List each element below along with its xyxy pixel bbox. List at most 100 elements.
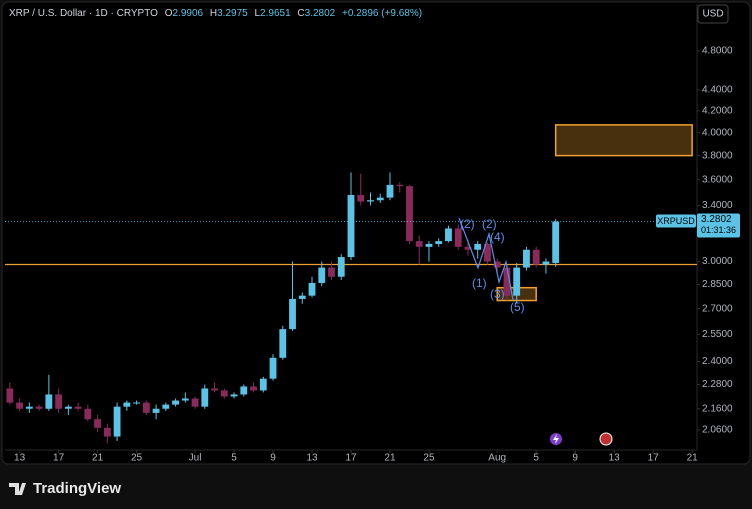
candle-body	[259, 378, 267, 391]
candle-body	[113, 406, 121, 437]
chart-frame	[1, 1, 751, 465]
candle-body	[415, 241, 423, 247]
candle-body	[142, 402, 150, 413]
y-tick-label: 2.5500	[702, 329, 733, 340]
candle-body	[269, 357, 277, 379]
wave-line	[458, 217, 514, 301]
y-tick-label: 2.2800	[702, 379, 733, 390]
candle-body	[45, 394, 53, 409]
candle-body	[152, 408, 160, 413]
candle-body	[552, 221, 560, 263]
ticker-tag	[656, 214, 696, 228]
candle-body	[35, 406, 43, 409]
price-tag	[697, 213, 740, 238]
x-tick-label: 13	[14, 453, 26, 464]
ohlc-value: 2.9906	[173, 8, 204, 19]
candle-body	[445, 228, 452, 242]
candle-body	[308, 282, 316, 296]
price-label: 3.2802	[701, 214, 732, 225]
candle-body	[503, 267, 511, 296]
y-tick-label: 2.0600	[702, 425, 733, 436]
candle-body	[84, 408, 92, 420]
x-tick-label: 25	[423, 453, 435, 464]
candle-body	[25, 406, 33, 409]
x-tick-label: Jul	[189, 453, 202, 464]
candle-body	[201, 388, 209, 407]
change: +0.2896 (+9.68%)	[342, 8, 422, 19]
y-tick-label: 4.0000	[702, 127, 733, 138]
y-tick-label: 4.4000	[702, 85, 733, 96]
candle-body	[55, 394, 63, 409]
wave-label: (1)	[472, 276, 487, 290]
brand-logo	[9, 483, 26, 495]
currency-label[interactable]: USD	[702, 9, 723, 20]
wave-label: (2)	[482, 217, 497, 231]
ohlc-label: O	[165, 8, 173, 19]
ticker-label: XRPUSD	[657, 216, 695, 226]
x-tick-label: 5	[231, 453, 237, 464]
candle-body	[181, 398, 189, 401]
y-tick-label: 3.4000	[702, 200, 733, 211]
candle-body	[230, 394, 238, 397]
event-icon-glyph	[553, 434, 559, 444]
plot-area: 2.0600 2.1600 2.2800 2.4000 2.5500 2.7000 2.85…	[5, 4, 740, 464]
y-tick-label: 4.8000	[702, 46, 733, 57]
flag-icon[interactable]	[599, 432, 613, 446]
x-tick-label: 17	[345, 453, 357, 464]
ohlc-value: 3.2802	[305, 8, 336, 19]
ohlc-label: H	[210, 8, 217, 19]
candle-body	[474, 243, 482, 250]
candle-body	[74, 406, 82, 409]
x-tick-label: 9	[270, 453, 276, 464]
y-tick-label: 2.1600	[702, 403, 733, 414]
candle-body	[123, 402, 131, 407]
candle-body	[454, 228, 462, 247]
wave-label: (2)	[460, 217, 475, 231]
candle-body	[357, 195, 365, 202]
x-tick-label: 17	[648, 453, 660, 464]
candle-body	[64, 406, 72, 409]
candle-body	[289, 298, 296, 330]
x-tick-label: 5	[533, 453, 539, 464]
candle-body	[162, 404, 170, 409]
candle-body	[484, 243, 491, 262]
candle-body	[6, 388, 14, 403]
candle-body	[220, 390, 228, 397]
ohlc-value: 3.2975	[217, 8, 248, 19]
currency-button[interactable]	[697, 4, 729, 24]
x-tick-label: 21	[92, 453, 104, 464]
zone	[554, 124, 693, 157]
candle-body	[513, 267, 521, 296]
ohlc-value: 2.9651	[260, 8, 291, 19]
candle-body	[250, 386, 257, 391]
y-tick-label: 2.7000	[702, 303, 733, 314]
candle-body	[367, 200, 374, 202]
candle-body	[435, 241, 443, 244]
y-tick-label: 4.2000	[702, 105, 733, 116]
candle-body	[172, 400, 179, 405]
candle-body	[211, 388, 218, 391]
candle-body	[133, 402, 140, 404]
candle-body	[328, 267, 335, 277]
x-tick-label: 17	[53, 453, 65, 464]
candle-body	[347, 195, 355, 258]
candle-body	[523, 249, 530, 268]
candle-body	[425, 243, 433, 247]
y-tick-label: 3.6000	[702, 174, 733, 185]
candle-body	[396, 184, 404, 187]
countdown: 01:31:36	[701, 225, 736, 235]
wave-label: (5)	[510, 300, 525, 314]
x-tick-label: Aug	[488, 453, 506, 464]
symbol: XRP / U.S. Dollar · 1D · CRYPTO	[9, 8, 158, 19]
x-tick-label: 13	[306, 453, 318, 464]
candle-body	[318, 267, 326, 283]
candle-body	[103, 427, 111, 437]
candle-body	[337, 257, 345, 277]
wave-label: (4)	[490, 230, 505, 244]
x-tick-label: 13	[609, 453, 621, 464]
candle-body	[406, 186, 413, 242]
candle-body	[493, 261, 501, 268]
x-tick-label: 25	[131, 453, 143, 464]
candle-body	[94, 419, 102, 428]
